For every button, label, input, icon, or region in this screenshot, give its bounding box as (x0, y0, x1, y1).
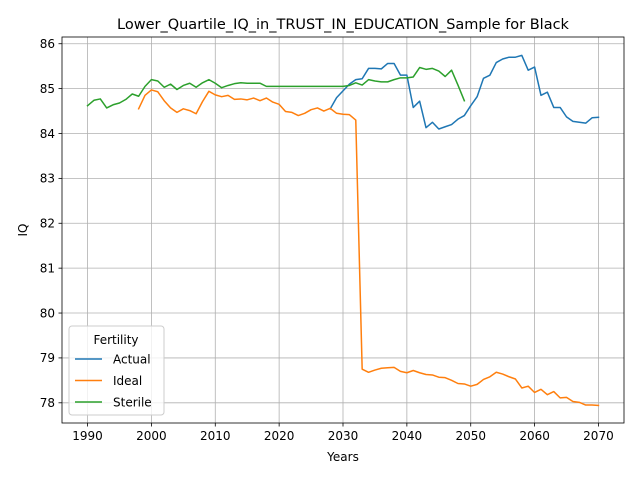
legend-label-actual: Actual (113, 353, 151, 367)
y-tick-label: 80 (40, 306, 55, 320)
series-layer (86, 54, 600, 407)
x-tick-label: 1990 (72, 429, 103, 443)
x-tick-label: 2010 (200, 429, 231, 443)
x-tick-label: 2030 (328, 429, 359, 443)
x-tick-label: 2070 (583, 429, 614, 443)
y-tick-label: 79 (40, 351, 55, 365)
x-tick-label: 2050 (455, 429, 486, 443)
y-axis-label: IQ (16, 224, 30, 237)
grid-lines (62, 37, 624, 423)
legend: Fertility Actual Ideal Sterile (68, 325, 165, 416)
y-tick-label: 83 (40, 172, 55, 186)
legend-title: Fertility (93, 333, 138, 347)
legend-label-sterile: Sterile (113, 396, 152, 410)
series-line-actual (329, 54, 600, 130)
x-axis: 1990 2000 2010 2020 2030 2040 2050 2060 2070 (72, 423, 614, 443)
y-tick-label: 78 (40, 396, 55, 410)
chart-title: Lower_Quartile_IQ_in_TRUST_IN_EDUCATION_… (117, 17, 570, 33)
series-line-ideal (137, 89, 600, 407)
y-tick-label: 85 (40, 82, 55, 96)
x-tick-label: 2020 (264, 429, 295, 443)
y-tick-label: 84 (40, 127, 55, 141)
x-tick-label: 2000 (136, 429, 167, 443)
legend-label-ideal: Ideal (113, 374, 142, 388)
legend-items: Actual Ideal Sterile (75, 353, 152, 410)
x-tick-label: 2060 (519, 429, 550, 443)
x-axis-label: Years (326, 450, 359, 464)
x-tick-label: 2040 (392, 429, 423, 443)
y-tick-label: 82 (40, 217, 55, 231)
series-line-sterile (86, 66, 466, 109)
y-tick-label: 81 (40, 261, 55, 275)
y-tick-label: 86 (40, 37, 55, 51)
y-axis: 78 79 80 81 82 83 84 85 86 (40, 37, 62, 410)
legend-box (68, 325, 165, 416)
